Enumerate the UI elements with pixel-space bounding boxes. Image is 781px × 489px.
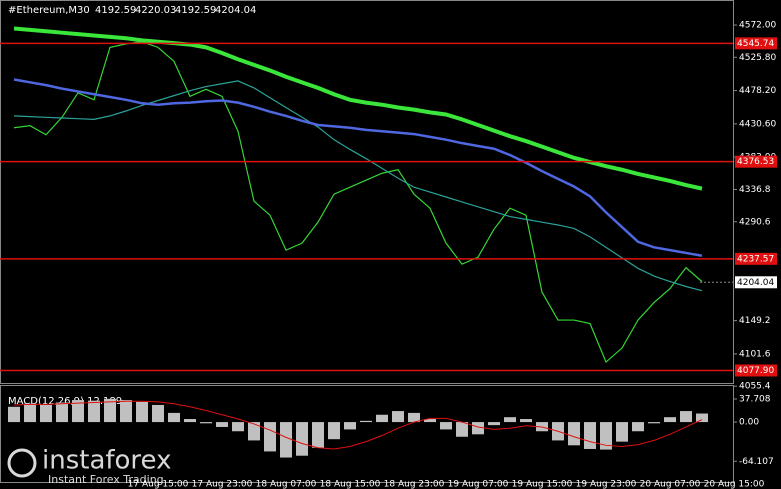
y-tick-label: -64.107 [739, 457, 774, 467]
level-label-box [735, 252, 777, 265]
macd-bar [152, 404, 164, 423]
macd-bar [24, 403, 36, 423]
logo-icon [7, 448, 37, 478]
macd-bar [8, 406, 20, 423]
macd-bar [568, 422, 580, 446]
level-label-box [735, 364, 777, 377]
x-tick-label: 19 Aug 07:00 [448, 480, 509, 489]
moving-average [13, 78, 703, 257]
macd-bar [680, 411, 692, 423]
macd-bar [264, 422, 276, 452]
moving-average [13, 26, 703, 191]
macd-bar [440, 422, 452, 430]
level-label-box [735, 155, 777, 168]
macd-bar [104, 398, 116, 423]
moving-average [13, 80, 703, 292]
macd-bar [120, 400, 132, 423]
macd-bar [376, 414, 388, 423]
macd-bar [520, 419, 532, 423]
macd-bar [328, 422, 340, 440]
level-label: 4376.53 [737, 157, 774, 167]
macd-bar [248, 422, 260, 441]
macd-bar [216, 422, 228, 427]
ohlc-value: 4204.04 [215, 5, 256, 16]
y-tick-label: 4290.6 [739, 217, 771, 227]
macd-bar [632, 422, 644, 432]
x-tick-label: 17 Aug 15:00 [128, 480, 189, 489]
ohlc-value: 4220.03 [135, 5, 176, 16]
macd-bar [488, 422, 500, 426]
x-tick-label: 19 Aug 15:00 [512, 480, 573, 489]
macd-bar [424, 419, 436, 423]
macd-bar [296, 422, 308, 456]
macd-bar [648, 422, 660, 424]
x-tick-label: 18 Aug 15:00 [320, 480, 381, 489]
macd-bar [360, 420, 372, 423]
macd-bar [584, 422, 596, 449]
macd-bar [168, 412, 180, 423]
macd-bar [456, 422, 468, 437]
signal-line [13, 400, 703, 450]
macd-bar [504, 417, 516, 423]
macd-bar [344, 422, 356, 430]
price-line [13, 41, 703, 364]
macd-bar [56, 402, 68, 423]
level-label-box [735, 37, 777, 50]
macd-bar [392, 411, 404, 423]
macd-frame [0, 385, 734, 483]
macd-bar [664, 417, 676, 423]
x-tick-label: 18 Aug 07:00 [256, 480, 317, 489]
macd-bar [408, 412, 420, 423]
y-tick-label: 4525.80 [739, 53, 776, 63]
x-tick-label: 20 Aug 07:00 [640, 480, 701, 489]
macd-bar [280, 422, 292, 458]
level-label: 4077.90 [737, 366, 774, 376]
price-label-box [735, 276, 777, 289]
macd-bar [72, 400, 84, 423]
y-tick-label: 0.00 [739, 418, 759, 428]
macd-bar [600, 422, 612, 450]
x-tick-label: 19 Aug 23:00 [576, 480, 637, 489]
ohlc-value: 4192.59 [175, 5, 216, 16]
y-tick-label: 4430.60 [739, 119, 776, 129]
y-tick-label: 4336.8 [739, 185, 771, 195]
level-label: 4237.57 [737, 254, 774, 264]
main-frame [0, 0, 734, 384]
macd-title: MACD(12,26,9) 12.189 [8, 396, 122, 407]
y-tick-label: 4101.6 [739, 349, 771, 359]
logo-name: instaforex [42, 446, 171, 476]
macd-bar [312, 422, 324, 448]
x-tick-label: 20 Aug 15:00 [704, 480, 765, 489]
y-tick-label: 4055.4 [739, 382, 771, 392]
macd-bar [88, 400, 100, 423]
level-label: 4545.74 [737, 39, 774, 49]
macd-bar [616, 422, 628, 442]
macd-bar [200, 422, 212, 424]
y-tick-label: 4478.20 [739, 86, 776, 96]
macd-bar [40, 404, 52, 423]
macd-bar [184, 419, 196, 423]
macd-bar [696, 413, 708, 423]
logo-tagline: Instant Forex Trading [48, 473, 164, 486]
ohlc-value: 4192.59 [95, 5, 136, 16]
y-tick-label: 4572.00 [739, 20, 776, 30]
y-tick-label: 37.708 [739, 395, 771, 405]
y-tick-label: 4149.2 [739, 316, 771, 326]
x-tick-label: 18 Aug 23:00 [384, 480, 445, 489]
price-label: 4204.04 [737, 278, 774, 288]
chart-title: #Ethereum,M30 [8, 5, 90, 16]
x-tick-label: 17 Aug 23:00 [192, 480, 253, 489]
macd-bar [136, 401, 148, 423]
macd-bar [232, 422, 244, 432]
macd-bar [472, 422, 484, 435]
